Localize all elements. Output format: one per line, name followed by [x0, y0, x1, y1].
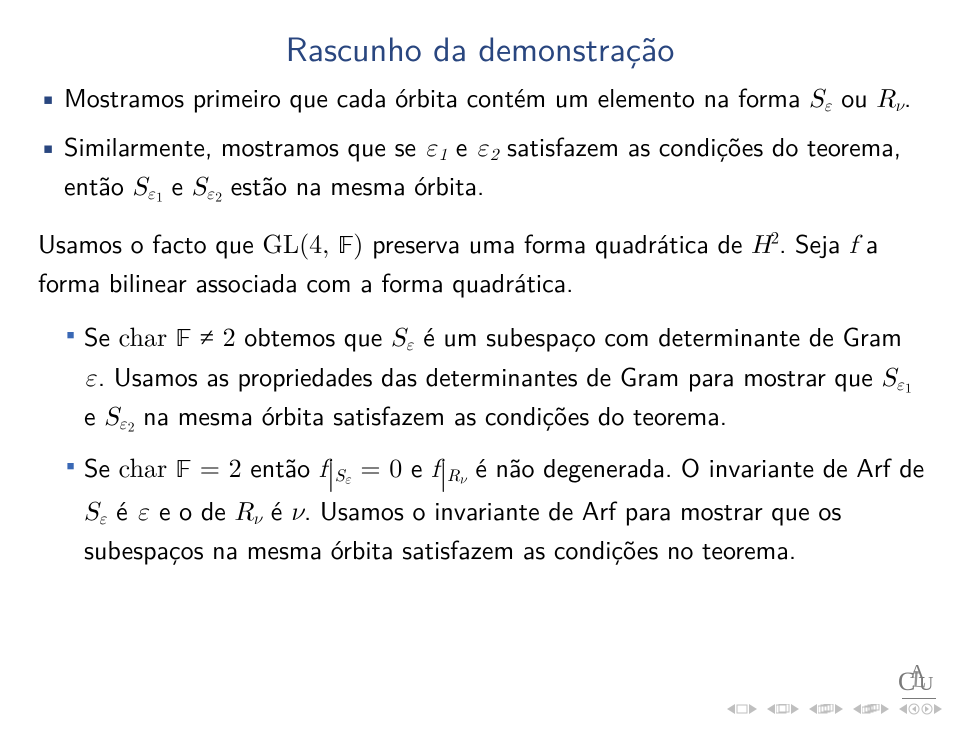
- nav-last-icon: [934, 704, 942, 714]
- nav-next-frame-icon: [791, 704, 799, 714]
- beamer-nav-symbols: [727, 699, 942, 719]
- nav-slide-icon: [736, 704, 748, 714]
- nav-frame-group[interactable]: [767, 704, 799, 714]
- outer-bullet-list: Mostramos primeiro que cada órbita conté…: [38, 80, 926, 207]
- slide-body: Mostramos primeiro que cada órbita conté…: [38, 80, 926, 579]
- nav-circle-right-icon: [921, 703, 933, 715]
- nav-prev-sub-icon: [809, 704, 817, 714]
- outer-bullet-item: Similarmente, mostramos que se ε1 e ε2 s…: [38, 129, 926, 207]
- nav-prev-sec-icon: [853, 704, 861, 714]
- nav-prev-slide-icon: [727, 704, 735, 714]
- nav-first-icon: [899, 704, 907, 714]
- inner-bullet-item: Se char 𝔽 ≠ 2 obtemos que Sε é um subesp…: [62, 318, 926, 436]
- mid-paragraph: Usamos o facto que GL(4, 𝔽) preserva uma…: [38, 225, 926, 300]
- nav-next-sub-icon: [835, 704, 843, 714]
- nav-subsection-group[interactable]: [809, 704, 843, 714]
- nav-next-slide-icon: [749, 704, 757, 714]
- nav-circle-left-icon: [908, 703, 920, 715]
- nav-frame-icon: [776, 704, 790, 714]
- nav-prev-frame-icon: [767, 704, 775, 714]
- logo-letter: U: [919, 673, 933, 696]
- nav-next-sec-icon: [881, 704, 889, 714]
- inner-bullet-item: Se char 𝔽 = 2 então f|Sε = 0 e f|Rν é nã…: [62, 449, 926, 567]
- nav-doc-group[interactable]: [899, 703, 942, 715]
- nav-sec-icon: [862, 704, 880, 714]
- slide-title: Rascunho da demonstração: [0, 22, 960, 72]
- institution-logo: C A L U: [898, 665, 942, 701]
- nav-sub-icon: [818, 704, 834, 714]
- nav-slide-group[interactable]: [727, 704, 757, 714]
- slide: Rascunho da demonstração Mostramos prime…: [0, 0, 960, 731]
- inner-bullet-list: Se char 𝔽 ≠ 2 obtemos que Sε é um subesp…: [38, 318, 926, 566]
- nav-section-group[interactable]: [853, 704, 889, 714]
- outer-bullet-item: Mostramos primeiro que cada órbita conté…: [38, 80, 926, 119]
